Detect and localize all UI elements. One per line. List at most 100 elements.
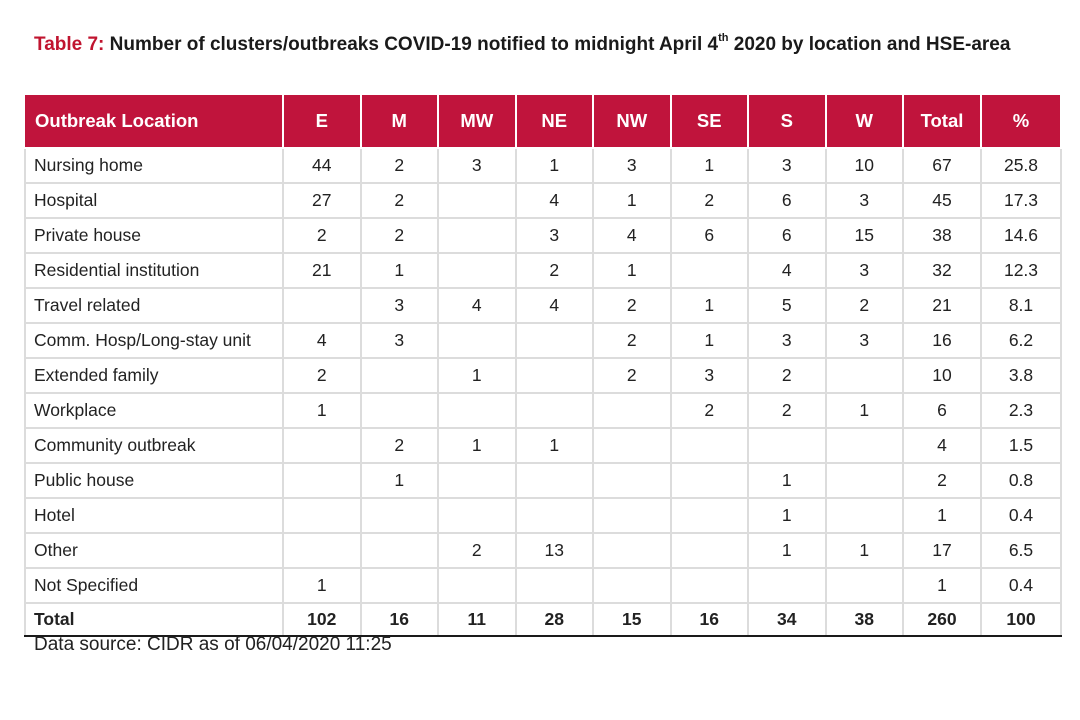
table-row: Nursing home 44 2 3 1 3 1 3 10 67 25.8 bbox=[24, 147, 1062, 184]
column-header: Total bbox=[902, 93, 982, 149]
table-cell: 0.8 bbox=[980, 462, 1062, 499]
row-label-cell: Workplace bbox=[24, 392, 284, 429]
column-header: MW bbox=[437, 93, 517, 149]
table-cell: 21 bbox=[282, 252, 362, 289]
table-cell bbox=[592, 567, 672, 604]
data-source-note: Data source: CIDR as of 06/04/2020 11:25 bbox=[34, 634, 392, 655]
row-label-cell: Travel related bbox=[24, 287, 284, 324]
table-cell: 1 bbox=[824, 392, 904, 429]
table-cell bbox=[592, 427, 672, 464]
table-cell bbox=[592, 462, 672, 499]
total-label-cell: Total bbox=[24, 602, 284, 637]
table-cell: 3 bbox=[669, 357, 749, 394]
table-cell bbox=[669, 532, 749, 569]
table-cell: 3 bbox=[824, 252, 904, 289]
table-cell: 3 bbox=[824, 322, 904, 359]
table-cell: 3 bbox=[437, 147, 517, 184]
column-header: SE bbox=[669, 93, 749, 149]
total-cell: 38 bbox=[824, 602, 904, 637]
table-cell bbox=[824, 427, 904, 464]
table-cell bbox=[669, 427, 749, 464]
row-label-cell: Not Specified bbox=[24, 567, 284, 604]
table-cell: 1.5 bbox=[980, 427, 1062, 464]
table-cell: 2 bbox=[824, 287, 904, 324]
total-cell: 34 bbox=[747, 602, 827, 637]
table-cell: 2 bbox=[669, 392, 749, 429]
table-row: Extended family 2 1 2 3 2 10 3.8 bbox=[24, 357, 1062, 394]
table-cell bbox=[669, 252, 749, 289]
table-cell: 8.1 bbox=[980, 287, 1062, 324]
table-cell: 1 bbox=[437, 357, 517, 394]
table-row: Residential institution 21 1 2 1 4 3 32 12.3 bbox=[24, 252, 1062, 289]
table-cell bbox=[669, 497, 749, 534]
table-cell: 1 bbox=[514, 427, 594, 464]
caption-superscript: th bbox=[718, 31, 729, 44]
table-cell: 2 bbox=[592, 357, 672, 394]
column-header: NE bbox=[514, 93, 594, 149]
table-cell: 4 bbox=[282, 322, 362, 359]
table-cell: 4 bbox=[514, 287, 594, 324]
table-cell: 45 bbox=[902, 182, 982, 219]
table-cell: 3 bbox=[747, 322, 827, 359]
table-cell: 0.4 bbox=[980, 497, 1062, 534]
table-cell bbox=[437, 217, 517, 254]
table-cell bbox=[359, 567, 439, 604]
table-cell bbox=[437, 497, 517, 534]
table-cell bbox=[514, 462, 594, 499]
table-cell bbox=[824, 567, 904, 604]
table-cell: 12.3 bbox=[980, 252, 1062, 289]
table-cell bbox=[359, 392, 439, 429]
row-label-cell: Extended family bbox=[24, 357, 284, 394]
table-cell: 5 bbox=[747, 287, 827, 324]
table-cell: 4 bbox=[592, 217, 672, 254]
table-row: Workplace 1 2 2 1 6 2.3 bbox=[24, 392, 1062, 429]
table-cell: 1 bbox=[747, 497, 827, 534]
table-cell: 1 bbox=[437, 427, 517, 464]
table-cell bbox=[282, 532, 362, 569]
table-cell: 1 bbox=[514, 147, 594, 184]
table-cell: 1 bbox=[592, 182, 672, 219]
table-row: Hospital 27 2 4 1 2 6 3 45 17.3 bbox=[24, 182, 1062, 219]
table-number-label: Table 7: bbox=[34, 34, 105, 55]
table-row: Other 2 13 1 1 17 6.5 bbox=[24, 532, 1062, 569]
table-cell bbox=[359, 497, 439, 534]
table-cell bbox=[514, 392, 594, 429]
table-cell bbox=[437, 392, 517, 429]
table-cell: 15 bbox=[824, 217, 904, 254]
row-label-cell: Other bbox=[24, 532, 284, 569]
table-cell: 2 bbox=[359, 427, 439, 464]
table-cell: 1 bbox=[669, 322, 749, 359]
column-header: W bbox=[824, 93, 904, 149]
table-cell: 2 bbox=[282, 357, 362, 394]
table-cell: 17.3 bbox=[980, 182, 1062, 219]
table-cell bbox=[437, 567, 517, 604]
table-cell bbox=[514, 357, 594, 394]
table-cell: 1 bbox=[747, 532, 827, 569]
column-header: S bbox=[747, 93, 827, 149]
table-cell bbox=[282, 287, 362, 324]
row-label-cell: Private house bbox=[24, 217, 284, 254]
table-cell: 67 bbox=[902, 147, 982, 184]
table-cell: 1 bbox=[902, 497, 982, 534]
table-cell: 2 bbox=[669, 182, 749, 219]
row-label-cell: Residential institution bbox=[24, 252, 284, 289]
row-label-cell: Hospital bbox=[24, 182, 284, 219]
column-header-location: Outbreak Location bbox=[25, 93, 284, 149]
table-cell: 4 bbox=[902, 427, 982, 464]
total-cell: 102 bbox=[282, 602, 362, 637]
table-cell: 1 bbox=[359, 252, 439, 289]
table-cell bbox=[282, 497, 362, 534]
table-cell: 3 bbox=[824, 182, 904, 219]
table-cell: 1 bbox=[592, 252, 672, 289]
table-cell: 6.5 bbox=[980, 532, 1062, 569]
table-cell: 2 bbox=[592, 287, 672, 324]
table-cell bbox=[282, 427, 362, 464]
caption-text-end: 2020 by location and HSE-area bbox=[728, 34, 1011, 55]
table-cell bbox=[747, 427, 827, 464]
table-cell: 4 bbox=[514, 182, 594, 219]
total-cell: 15 bbox=[592, 602, 672, 637]
table-cell: 3.8 bbox=[980, 357, 1062, 394]
table-cell bbox=[437, 462, 517, 499]
table-cell: 32 bbox=[902, 252, 982, 289]
table-cell bbox=[359, 532, 439, 569]
